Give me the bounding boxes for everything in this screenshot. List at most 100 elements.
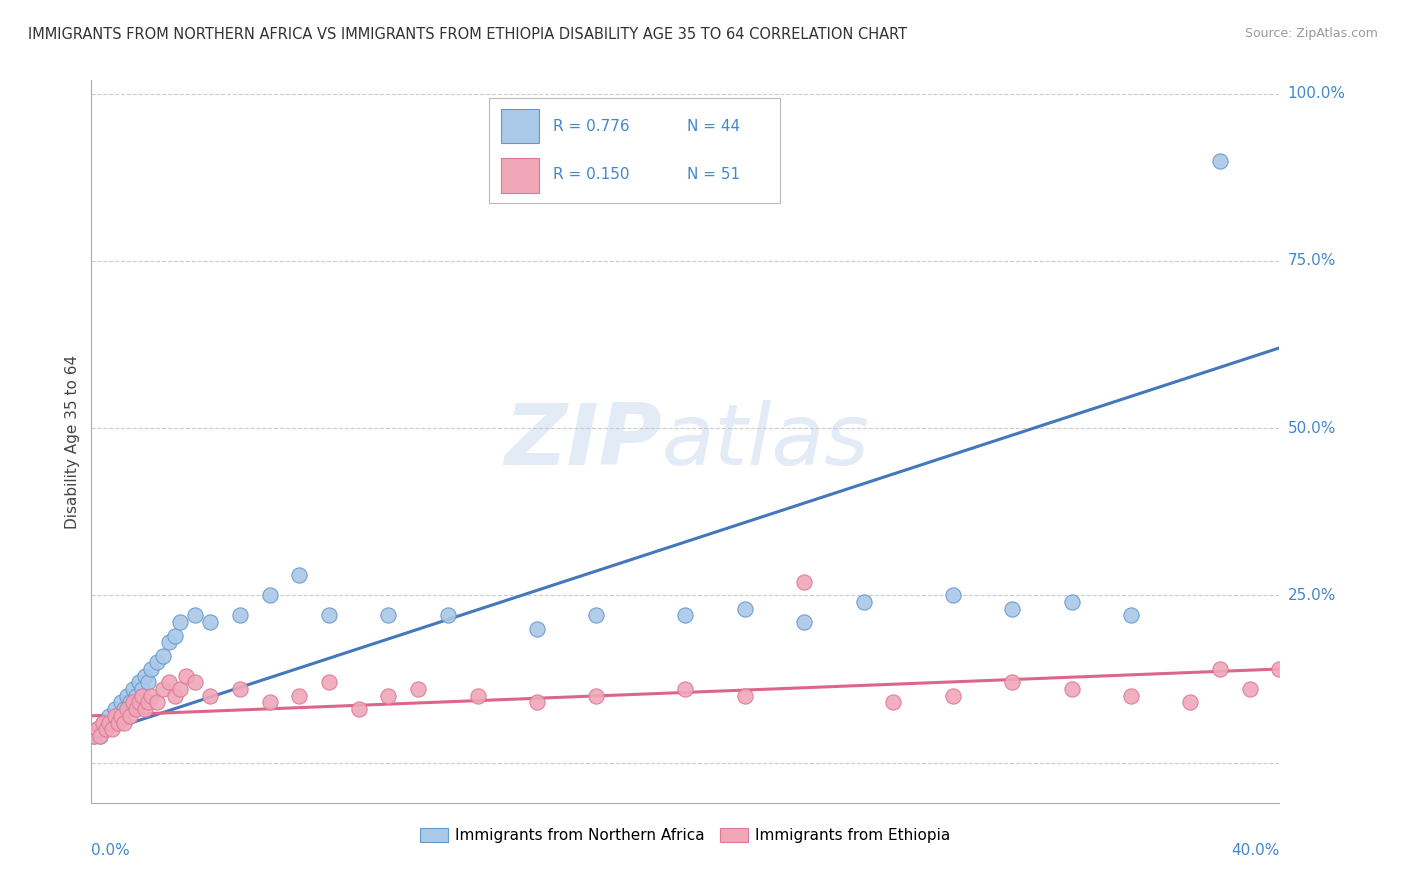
Text: 100.0%: 100.0% [1288, 87, 1346, 101]
Point [200, 689, 222, 703]
Point [96, 723, 118, 737]
Point [83, 729, 105, 743]
Point [467, 689, 489, 703]
Point [96, 723, 118, 737]
Point [436, 608, 458, 623]
Point [1239, 681, 1261, 696]
Point [101, 715, 124, 730]
Text: 50.0%: 50.0% [1288, 421, 1336, 435]
Point [139, 689, 162, 703]
Y-axis label: Disability Age 35 to 64: Disability Age 35 to 64 [65, 354, 80, 529]
Point [1268, 662, 1291, 676]
Text: ZIP: ZIP [503, 400, 662, 483]
Point [184, 608, 207, 623]
Point [1001, 602, 1024, 616]
Point [122, 681, 145, 696]
Point [112, 715, 135, 730]
Point [526, 622, 548, 636]
Point [852, 595, 875, 609]
Legend: Immigrants from Northern Africa, Immigrants from Ethiopia: Immigrants from Northern Africa, Immigra… [415, 822, 956, 849]
Point [128, 696, 150, 710]
Point [1119, 608, 1142, 623]
Point [145, 655, 167, 669]
Point [101, 723, 124, 737]
Text: 75.0%: 75.0% [1288, 253, 1336, 268]
Point [89, 729, 111, 743]
Point [152, 648, 174, 663]
Point [136, 675, 159, 690]
Point [377, 689, 399, 703]
Point [136, 696, 159, 710]
Point [118, 708, 141, 723]
Point [169, 615, 191, 630]
Point [110, 696, 132, 710]
Point [1001, 675, 1024, 690]
Point [122, 696, 145, 710]
Point [176, 669, 198, 683]
Point [86, 723, 108, 737]
Point [585, 608, 607, 623]
Text: 25.0%: 25.0% [1288, 588, 1336, 603]
Point [1119, 689, 1142, 703]
Point [112, 702, 135, 716]
Point [229, 681, 252, 696]
Point [139, 662, 162, 676]
Point [1209, 153, 1232, 168]
Point [347, 702, 370, 716]
Point [942, 589, 965, 603]
Point [288, 689, 311, 703]
Point [83, 729, 105, 743]
Point [118, 696, 141, 710]
Point [157, 675, 180, 690]
Point [107, 708, 129, 723]
Point [86, 723, 108, 737]
Point [131, 689, 153, 703]
Text: atlas: atlas [662, 400, 870, 483]
Point [134, 702, 156, 716]
Point [163, 689, 186, 703]
Point [673, 681, 696, 696]
Point [200, 615, 222, 630]
Point [145, 696, 167, 710]
Point [163, 628, 186, 642]
Point [157, 635, 180, 649]
Point [125, 702, 148, 716]
Point [110, 708, 132, 723]
Point [134, 669, 156, 683]
Point [318, 675, 340, 690]
Point [734, 689, 756, 703]
Point [104, 702, 127, 716]
Point [89, 729, 111, 743]
Point [152, 681, 174, 696]
Point [91, 715, 114, 730]
Point [98, 708, 121, 723]
Point [1060, 681, 1083, 696]
Point [793, 574, 815, 589]
Point [229, 608, 252, 623]
Point [131, 681, 153, 696]
Text: 40.0%: 40.0% [1232, 843, 1279, 857]
Point [793, 615, 815, 630]
Point [318, 608, 340, 623]
Text: Source: ZipAtlas.com: Source: ZipAtlas.com [1244, 27, 1378, 40]
Point [91, 715, 114, 730]
Point [1180, 696, 1202, 710]
Point [107, 715, 129, 730]
Point [115, 702, 138, 716]
Point [169, 681, 191, 696]
Point [104, 708, 127, 723]
Point [673, 608, 696, 623]
Point [98, 715, 121, 730]
Point [128, 675, 150, 690]
Point [1060, 595, 1083, 609]
Point [882, 696, 904, 710]
Point [259, 589, 281, 603]
Point [406, 681, 429, 696]
Point [1209, 662, 1232, 676]
Point [734, 602, 756, 616]
Point [288, 568, 311, 582]
Point [125, 689, 148, 703]
Point [526, 696, 548, 710]
Point [1298, 655, 1320, 669]
Point [585, 689, 607, 703]
